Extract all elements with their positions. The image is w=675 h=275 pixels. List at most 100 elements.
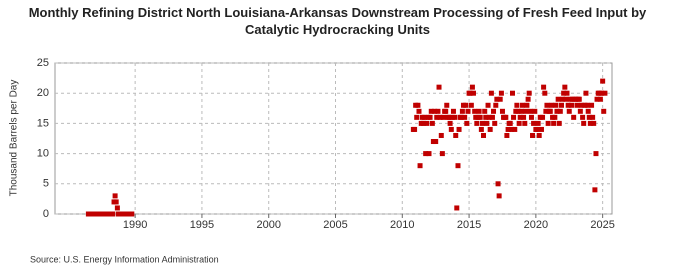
point <box>467 90 473 96</box>
point <box>420 120 426 126</box>
point <box>439 151 445 157</box>
point <box>555 96 561 102</box>
point <box>468 102 474 108</box>
point <box>520 102 526 108</box>
y-tick-label: 20 <box>37 87 49 99</box>
point <box>516 120 522 126</box>
point <box>580 114 586 120</box>
point <box>429 120 435 126</box>
point <box>477 114 483 120</box>
point <box>534 126 540 132</box>
x-tick-label: 2000 <box>256 219 280 231</box>
point <box>422 114 428 120</box>
chart-title: Monthly Refining District North Louisian… <box>28 5 647 37</box>
point <box>448 126 454 132</box>
point <box>507 120 513 126</box>
x-tick-label: 2010 <box>390 219 414 231</box>
point <box>535 120 541 126</box>
point <box>463 102 469 108</box>
point <box>509 90 515 96</box>
point <box>482 108 488 114</box>
plot-area <box>54 62 613 215</box>
point <box>530 132 536 138</box>
point <box>484 120 490 126</box>
point <box>504 132 510 138</box>
point <box>590 114 596 120</box>
point <box>594 96 600 102</box>
point <box>497 96 503 102</box>
y-tick-label: 0 <box>43 208 49 220</box>
point <box>414 114 420 120</box>
point <box>579 102 585 108</box>
point <box>581 120 587 126</box>
point <box>593 151 599 157</box>
point <box>556 120 562 126</box>
point <box>542 90 548 96</box>
point <box>563 96 569 102</box>
point <box>602 90 608 96</box>
point <box>492 120 498 126</box>
point <box>583 90 589 96</box>
point <box>443 108 449 114</box>
point <box>532 108 538 114</box>
point <box>597 96 603 102</box>
point <box>485 102 491 108</box>
point <box>543 108 549 114</box>
point <box>538 126 544 132</box>
point <box>456 126 462 132</box>
point <box>562 84 568 90</box>
point <box>511 114 517 120</box>
point <box>584 102 590 108</box>
point <box>452 114 458 120</box>
point <box>424 120 430 126</box>
point <box>496 193 502 199</box>
point <box>599 90 605 96</box>
point <box>522 120 528 126</box>
x-tick-label: 2015 <box>457 219 481 231</box>
point <box>521 114 527 120</box>
point <box>569 102 575 108</box>
point <box>487 126 493 132</box>
point <box>481 132 487 138</box>
point <box>469 84 475 90</box>
point <box>114 205 120 211</box>
y-tick-label: 15 <box>37 117 49 129</box>
point <box>587 120 593 126</box>
point <box>559 102 565 108</box>
point <box>436 84 442 90</box>
point <box>518 108 524 114</box>
point <box>444 102 450 108</box>
point <box>566 108 572 114</box>
point <box>552 114 558 120</box>
point <box>512 126 518 132</box>
point <box>415 102 421 108</box>
y-axis-label: Thousand Barrels per Day <box>9 80 20 197</box>
point <box>544 102 550 108</box>
point <box>499 108 505 114</box>
point <box>435 108 441 114</box>
point <box>525 96 531 102</box>
point <box>491 108 497 114</box>
y-tick-label: 10 <box>37 148 49 160</box>
point <box>571 114 577 120</box>
point <box>561 90 567 96</box>
point <box>479 120 485 126</box>
x-tick-label: 1995 <box>190 219 214 231</box>
point <box>112 193 118 199</box>
x-tick-label: 1990 <box>123 219 147 231</box>
point <box>577 108 583 114</box>
source: Source: U.S. Energy Information Administ… <box>30 254 219 264</box>
point <box>472 108 478 114</box>
point <box>528 114 534 120</box>
point <box>476 108 482 114</box>
point <box>503 114 509 120</box>
point <box>113 199 119 205</box>
point <box>440 114 446 120</box>
point <box>586 114 592 120</box>
point <box>531 120 537 126</box>
point <box>110 211 116 217</box>
point <box>540 114 546 120</box>
point <box>474 120 480 126</box>
point <box>545 120 551 126</box>
point <box>523 108 529 114</box>
